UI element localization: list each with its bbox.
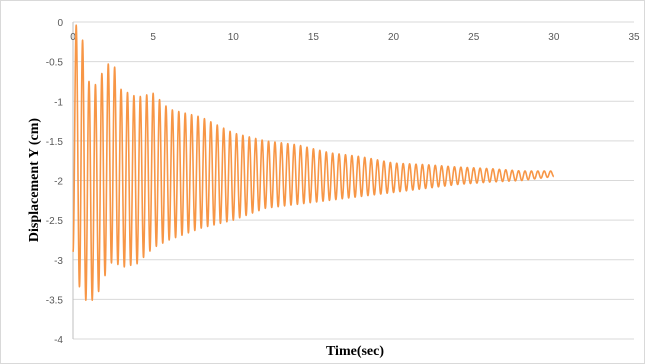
x-tick-label: 20 xyxy=(388,32,400,43)
x-axis-ticks: 0 5 10 15 20 25 30 35 xyxy=(70,32,640,43)
x-tick-label: 25 xyxy=(468,32,480,43)
gridlines xyxy=(73,21,634,340)
x-axis-title: Time(sec) xyxy=(326,344,384,359)
y-tick-label: -0.5 xyxy=(46,58,64,69)
x-tick-label: 0 xyxy=(70,32,76,43)
y-tick-label: -3 xyxy=(54,256,63,267)
y-tick-label: -2 xyxy=(54,177,63,188)
x-tick-label: 35 xyxy=(628,32,640,43)
x-tick-label: 5 xyxy=(150,32,156,43)
y-tick-label: 0 xyxy=(57,18,63,29)
y-tick-label: -3.5 xyxy=(46,295,64,306)
series-line xyxy=(72,24,555,301)
y-axis-ticks: 0 -0.5 -1 -1.5 -2 -2.5 -3 -3.5 -4 xyxy=(46,18,64,346)
y-axis-title: Displacement Y (cm) xyxy=(27,118,42,242)
x-tick-label: 10 xyxy=(228,32,240,43)
y-tick-label: -4 xyxy=(54,335,63,346)
y-tick-label: -1.5 xyxy=(46,137,64,148)
x-tick-label: 15 xyxy=(308,32,320,43)
y-tick-label: -2.5 xyxy=(46,216,64,227)
x-tick-label: 30 xyxy=(548,32,560,43)
y-tick-label: -1 xyxy=(54,97,63,108)
